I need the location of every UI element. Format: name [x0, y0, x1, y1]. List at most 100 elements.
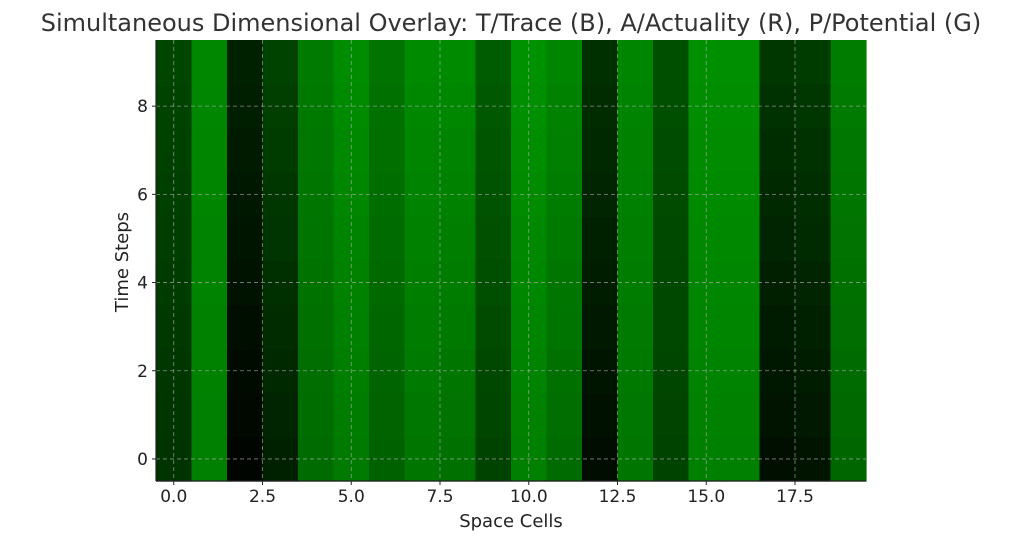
y-axis-ticks: 0 2 4 6 8 — [137, 97, 156, 470]
heat-cell — [724, 304, 761, 350]
heat-cell — [440, 128, 477, 173]
heat-cell — [262, 392, 299, 438]
heat-cell — [262, 216, 299, 262]
heat-cell — [262, 260, 299, 306]
heat-cell — [262, 172, 299, 217]
grid-lines — [156, 40, 866, 481]
heat-cell — [227, 392, 264, 438]
heat-cell — [475, 392, 512, 438]
heat-cell — [440, 304, 477, 350]
heat-cell — [404, 128, 441, 173]
heat-cell — [617, 304, 654, 350]
heat-cell — [298, 392, 335, 438]
heat-cell — [759, 172, 796, 217]
axes — [155, 40, 866, 482]
heat-cell — [617, 216, 654, 262]
heat-cell — [759, 348, 796, 394]
heat-cell — [404, 40, 441, 85]
heat-cell — [440, 40, 477, 85]
heat-cell — [298, 304, 335, 350]
heat-cell — [404, 304, 441, 350]
heat-cell — [262, 348, 299, 394]
heat-cell — [653, 392, 690, 438]
heat-cell — [262, 436, 299, 482]
heat-cell — [369, 304, 406, 350]
heat-cell — [830, 40, 867, 85]
heat-cell — [830, 216, 867, 262]
y-axis-label: Time Steps — [112, 212, 133, 313]
heat-cell — [759, 216, 796, 262]
heat-cell — [475, 216, 512, 262]
heat-cell — [156, 128, 193, 173]
chart-title: Simultaneous Dimensional Overlay: T/Trac… — [41, 9, 982, 37]
heat-cell — [227, 216, 264, 262]
y-tick-label: 0 — [137, 450, 148, 470]
heat-cell — [546, 216, 583, 262]
heat-cell — [262, 40, 299, 85]
heat-cell — [795, 216, 832, 262]
heat-cell — [830, 392, 867, 438]
heat-cell — [369, 392, 406, 438]
heat-cell — [759, 84, 796, 129]
heat-cell — [369, 216, 406, 262]
heat-cell — [298, 216, 335, 262]
heat-cell — [759, 392, 796, 438]
heat-cell — [653, 128, 690, 173]
heat-cell — [262, 128, 299, 173]
heat-cell — [475, 304, 512, 350]
heat-cell — [191, 128, 228, 173]
heat-cell — [724, 40, 761, 85]
heat-cell — [795, 128, 832, 173]
heat-cell — [333, 128, 370, 173]
heat-cell — [227, 128, 264, 173]
heat-cell — [511, 128, 548, 173]
heat-cell — [617, 40, 654, 85]
heat-cell — [724, 128, 761, 173]
heat-cell — [191, 392, 228, 438]
heat-cell — [404, 392, 441, 438]
heat-cell — [653, 40, 690, 85]
heat-cell — [724, 392, 761, 438]
heat-cell — [795, 304, 832, 350]
y-tick-label: 6 — [137, 185, 148, 205]
heat-cell — [191, 304, 228, 350]
heat-cell — [759, 40, 796, 85]
heat-cell — [795, 392, 832, 438]
heat-cell — [262, 304, 299, 350]
heat-cell — [759, 436, 796, 482]
heat-cell — [546, 128, 583, 173]
heat-cell — [227, 304, 264, 350]
heat-cell — [759, 260, 796, 306]
x-tick-label: 15.0 — [687, 487, 725, 507]
heat-cell — [191, 216, 228, 262]
heat-cell — [546, 304, 583, 350]
heat-cell — [546, 392, 583, 438]
heat-cell — [759, 304, 796, 350]
heat-cell — [191, 40, 228, 85]
y-tick-label: 8 — [137, 97, 148, 117]
heat-cell — [582, 216, 619, 262]
x-tick-label: 10.0 — [510, 487, 548, 507]
heat-cell — [440, 392, 477, 438]
y-tick-label: 4 — [137, 274, 148, 294]
x-tick-label: 2.5 — [249, 487, 276, 507]
heat-cell — [830, 304, 867, 350]
heat-cell — [830, 128, 867, 173]
heat-cell — [617, 392, 654, 438]
heat-cell — [369, 128, 406, 173]
heat-cell — [582, 40, 619, 85]
x-tick-label: 12.5 — [599, 487, 637, 507]
heat-cell — [298, 128, 335, 173]
heat-cell — [369, 40, 406, 85]
x-tick-label: 17.5 — [776, 487, 814, 507]
heat-cell — [795, 40, 832, 85]
heat-cell — [582, 128, 619, 173]
x-tick-label: 7.5 — [426, 487, 453, 507]
heat-cell — [475, 128, 512, 173]
heat-cell — [724, 216, 761, 262]
heat-cell — [404, 216, 441, 262]
heat-cell — [759, 128, 796, 173]
heat-cell — [688, 128, 725, 173]
y-tick-label: 2 — [137, 362, 148, 382]
